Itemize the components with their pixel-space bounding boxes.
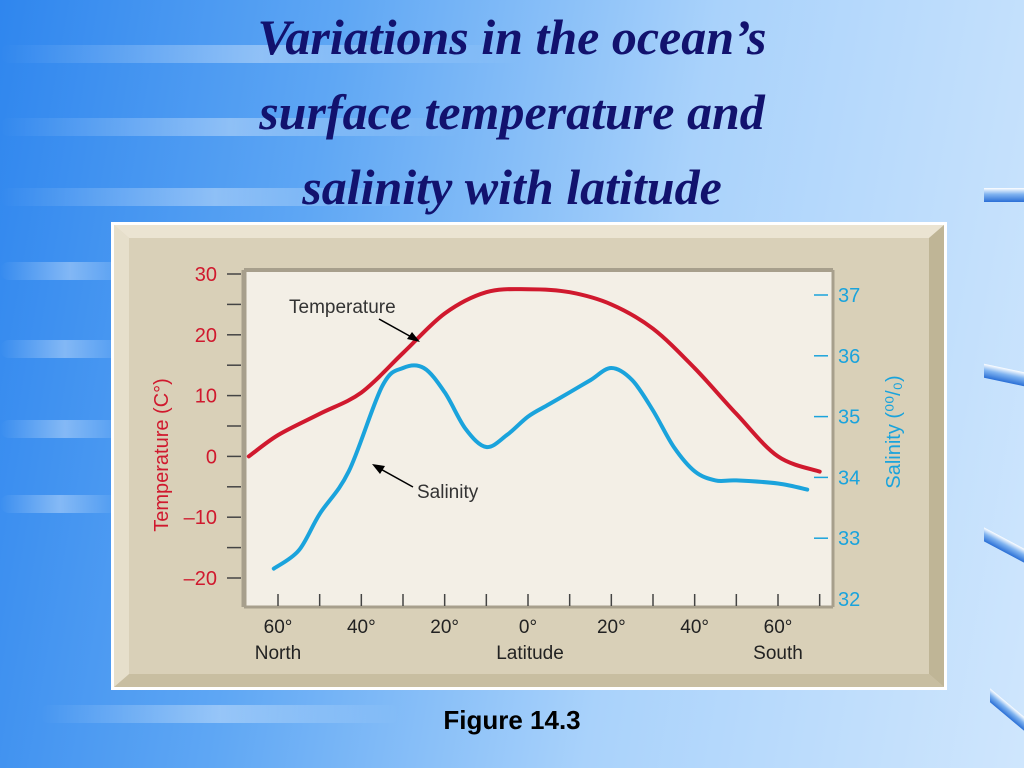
background-streak: [0, 340, 130, 358]
background-streak: [0, 188, 430, 206]
salinity-arrowhead: [372, 464, 385, 474]
background-streak: [0, 262, 140, 280]
x-tick-label: 0°: [519, 617, 537, 638]
chart-panel-bevel: [929, 225, 944, 687]
x-tick-label: 20°: [597, 617, 626, 638]
y-right-tick-label: 34: [838, 467, 860, 489]
temperature-annotation-arrow: [378, 318, 416, 340]
y-right-tick-label: 33: [838, 528, 860, 550]
y-right-tick-label: 36: [838, 346, 860, 368]
slide-title-line: Variations in the ocean’s: [257, 9, 767, 65]
y-right-tick-label: 37: [838, 285, 860, 307]
y-left-tick-label: –20: [184, 568, 217, 590]
side-tab-decoration: [984, 527, 1024, 563]
slide-title: Variations in the ocean’s surface temper…: [0, 0, 1024, 225]
background-streak: [0, 118, 460, 136]
background-streak: [0, 420, 130, 438]
x-tick-label: 20°: [430, 617, 459, 638]
x-tick-label: 60°: [264, 617, 293, 638]
chart-panel-bevel: [114, 225, 944, 238]
y-axis-left-label: Temperature (C°): [151, 378, 173, 532]
chart-panel-bevel: [114, 674, 944, 687]
background-streak: [0, 495, 120, 513]
y-right-tick-label: 32: [838, 589, 860, 611]
figure-caption: Figure 14.3: [443, 705, 581, 735]
y-right-tick-label: 35: [838, 407, 860, 429]
y-left-tick-label: 0: [206, 446, 217, 468]
chart-panel-bevel: [114, 225, 129, 687]
side-tab-decoration: [984, 363, 1024, 387]
x-tick-label: 60°: [764, 617, 793, 638]
y-left-tick-label: 10: [195, 386, 217, 408]
slide-title-line: surface temperature and: [259, 84, 765, 140]
x-direction-label-north: North: [255, 643, 301, 664]
temperature-annotation: Temperature: [289, 297, 396, 318]
y-left-tick-label: 20: [195, 325, 217, 347]
x-axis-label: Latitude: [496, 643, 564, 664]
chart-frame: 30 20 10 0 –10 –20 37 36 35 34 33 32 60° 40° 20° 0° 20° 4…: [111, 222, 947, 690]
y-axis-right-label: Salinity (⁰⁰/₀): [883, 375, 905, 488]
y-left-tick-label: 30: [195, 264, 217, 286]
plot-area: [244, 270, 833, 607]
background-streak: [40, 705, 400, 723]
background-streak: [0, 45, 520, 63]
x-direction-label-south: South: [753, 643, 803, 664]
slide-title-line: salinity with latitude: [302, 159, 722, 215]
x-tick-label: 40°: [347, 617, 376, 638]
side-tab-decoration: [984, 188, 1024, 202]
salinity-series-line: [271, 363, 810, 571]
chart: 30 20 10 0 –10 –20 37 36 35 34 33 32 60° 40° 20° 0° 20° 4…: [114, 225, 944, 687]
salinity-annotation: Salinity: [417, 482, 479, 503]
temperature-series-line: [246, 287, 822, 474]
x-tick-label: 40°: [680, 617, 709, 638]
temperature-arrowhead: [407, 332, 420, 342]
y-left-tick-label: –10: [184, 507, 217, 529]
salinity-annotation-arrow: [376, 466, 414, 488]
